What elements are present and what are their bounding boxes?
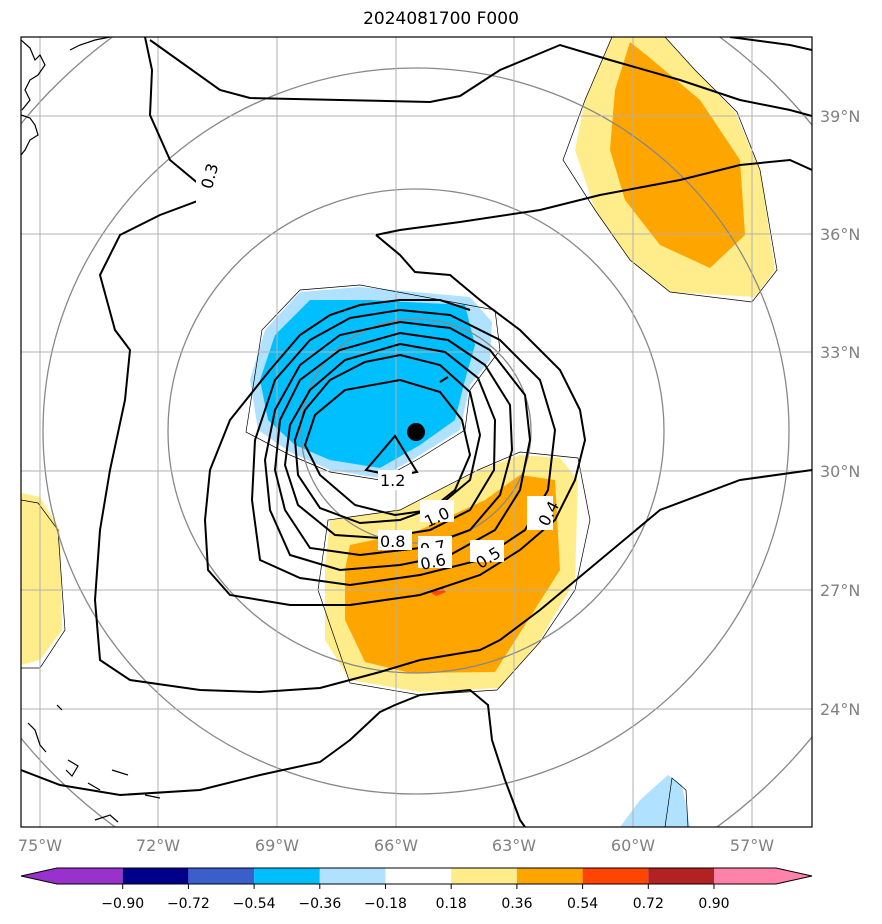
lon-label: 60°W (611, 836, 655, 855)
colorbar-max-extend (776, 868, 812, 884)
map-frame (20, 36, 813, 828)
colorbar-tick-label: −0.72 (167, 896, 210, 912)
contour-label-06: 0.6 (419, 550, 448, 574)
positive-anomaly-ne-core (610, 42, 745, 268)
contour-label-08: 0.8 (380, 532, 405, 551)
lon-label: 57°W (730, 836, 774, 855)
latitude-labels: 39°N 36°N 33°N 30°N 27°N 24°N (820, 107, 860, 719)
contour-label-12: 1.2 (380, 471, 405, 490)
lon-label: 66°W (374, 836, 418, 855)
colorbar-tick-label: 0.90 (698, 896, 729, 912)
lat-label: 27°N (820, 581, 860, 600)
lon-label: 69°W (255, 836, 299, 855)
lon-label: 72°W (136, 836, 180, 855)
lon-label: 75°W (18, 836, 62, 855)
colorbar-tick-label: 0.36 (501, 896, 532, 912)
positive-anomaly-w (21, 493, 62, 665)
colorbar-tick-label: 0.72 (633, 896, 664, 912)
colorbar-tick-label: −0.18 (364, 896, 407, 912)
lat-label: 30°N (820, 462, 860, 481)
lat-label: 36°N (820, 225, 860, 244)
colorbar-tick-label: −0.90 (101, 896, 144, 912)
colorbar-tick-label: −0.54 (233, 896, 276, 912)
positive-anomaly-s-core (345, 475, 560, 673)
longitude-labels: 75°W 72°W 69°W 66°W 63°W 60°W 57°W (18, 836, 774, 855)
colorbar-tick-label: −0.36 (298, 896, 341, 912)
lat-label: 39°N (820, 107, 860, 126)
lat-label: 24°N (820, 700, 860, 719)
lat-label: 33°N (820, 343, 860, 362)
map-title: 2024081700 F000 (363, 9, 519, 29)
colorbar-min-extend (21, 868, 57, 884)
graticule (21, 37, 812, 827)
lon-label: 63°W (492, 836, 536, 855)
colorbar-tick-label: 0.18 (436, 896, 467, 912)
colorbar-tick-label: 0.54 (567, 896, 598, 912)
colorbar: −0.90 −0.72 −0.54 −0.36 −0.18 0.18 0.36 … (20, 867, 813, 912)
storm-center-marker (407, 423, 425, 441)
positive-anomaly-s-peak (430, 587, 446, 596)
contour-labels: 0.3 1.2 1.0 0.8 0.7 0.6 0.5 0.4 (196, 161, 563, 574)
coastlines (21, 37, 161, 823)
